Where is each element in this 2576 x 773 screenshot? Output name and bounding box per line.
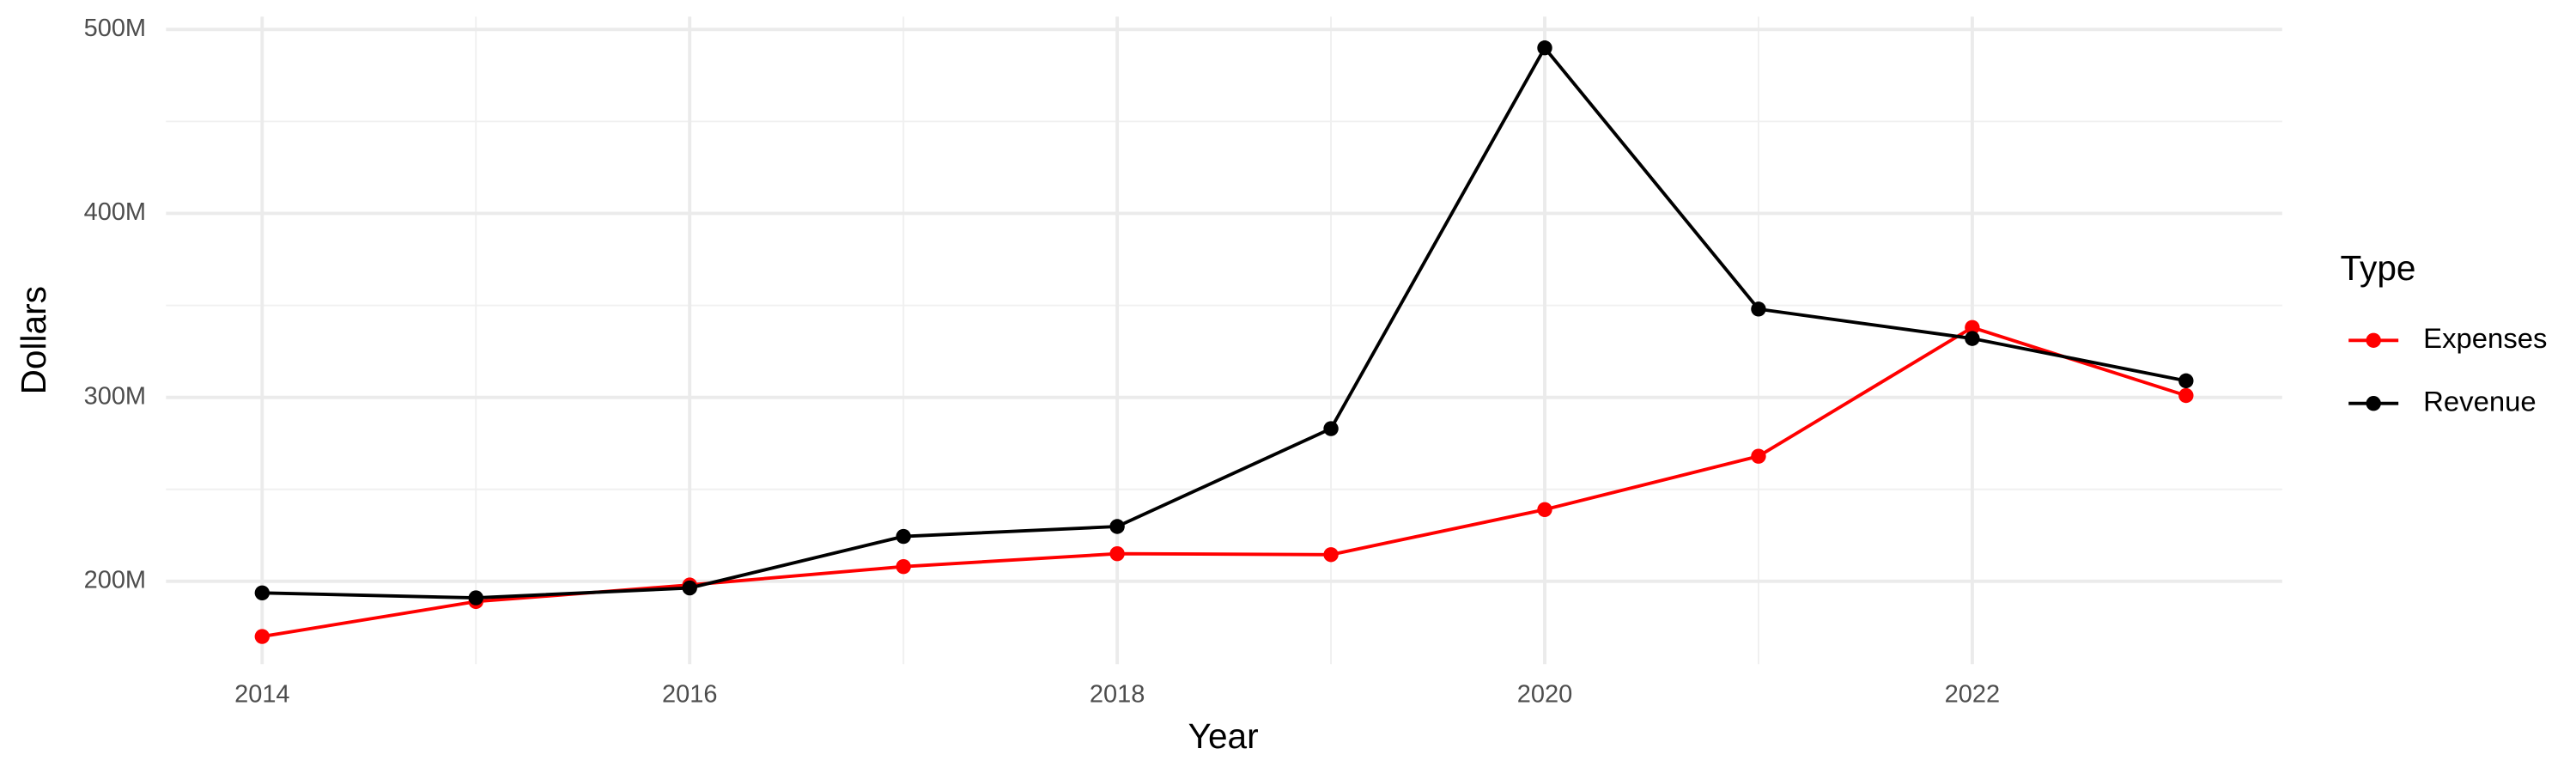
data-point	[468, 590, 483, 606]
data-point	[1751, 448, 1766, 464]
data-point	[1751, 301, 1766, 317]
data-point	[1965, 331, 1980, 346]
x-axis-title: Year	[1188, 716, 1259, 756]
data-point	[896, 558, 911, 575]
legend-label: Expenses	[2423, 322, 2547, 354]
x-tick-label: 2016	[662, 681, 717, 709]
data-point	[1109, 545, 1125, 562]
data-point	[1323, 421, 1339, 436]
x-tick-label: 2020	[1517, 681, 1572, 709]
x-tick-label: 2014	[234, 681, 289, 709]
series-line	[262, 326, 2187, 638]
y-tick-label: 200M	[84, 566, 147, 593]
y-axis-title: Dollars	[14, 286, 53, 394]
legend-title: Type	[2341, 248, 2416, 288]
series-line	[262, 45, 2187, 600]
data-point	[1537, 502, 1552, 517]
y-tick-label: 300M	[84, 382, 147, 410]
x-tick-label: 2022	[1945, 681, 2000, 709]
y-tick-label: 400M	[84, 198, 147, 226]
data-point	[1323, 547, 1339, 563]
y-tick-label: 500M	[84, 15, 147, 42]
data-point	[1965, 320, 1980, 335]
data-point	[254, 585, 270, 601]
data-point	[2178, 373, 2194, 389]
legend-label: Revenue	[2423, 385, 2537, 417]
data-point	[896, 528, 911, 545]
legend-key-point	[2366, 396, 2381, 411]
data-point	[2178, 387, 2194, 404]
data-point	[682, 580, 697, 596]
data-point	[1537, 40, 1552, 56]
data-point	[254, 629, 270, 644]
data-point	[1109, 519, 1125, 534]
legend-key-point	[2366, 332, 2381, 348]
x-tick-label: 2018	[1090, 681, 1145, 709]
